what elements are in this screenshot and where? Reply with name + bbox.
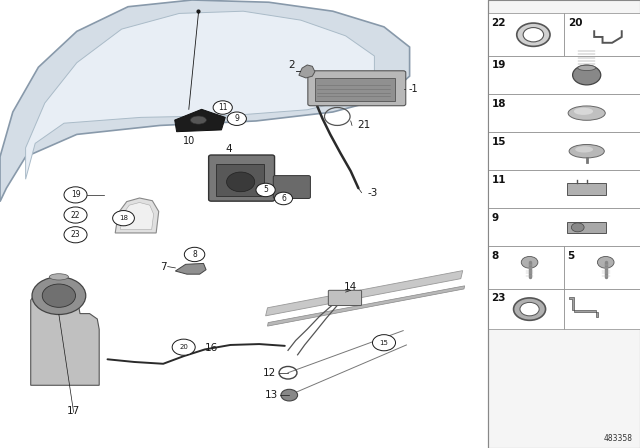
Text: 18: 18 [492, 99, 506, 108]
Bar [488, 289, 564, 329]
Text: 6: 6 [281, 194, 286, 203]
Bar [564, 289, 640, 329]
Circle shape [184, 247, 205, 262]
Bar [568, 183, 606, 194]
Circle shape [113, 211, 134, 226]
Text: -3: -3 [367, 188, 378, 198]
Ellipse shape [575, 146, 593, 152]
Circle shape [516, 23, 550, 47]
Ellipse shape [574, 108, 593, 115]
Bar [488, 246, 564, 289]
Text: 5: 5 [263, 185, 268, 194]
Polygon shape [0, 0, 410, 202]
Circle shape [256, 183, 275, 197]
Text: 21: 21 [357, 121, 371, 130]
Ellipse shape [578, 65, 596, 70]
Text: 14: 14 [344, 282, 357, 292]
Text: 8: 8 [192, 250, 197, 259]
Text: 23: 23 [492, 293, 506, 303]
Circle shape [213, 101, 232, 114]
Text: 7: 7 [160, 262, 166, 271]
Bar [315, 78, 395, 101]
Polygon shape [266, 271, 463, 316]
Circle shape [520, 302, 539, 316]
Bar [488, 13, 564, 56]
Bar [488, 94, 640, 132]
Bar [216, 164, 264, 196]
Circle shape [521, 256, 538, 268]
Bar [568, 221, 606, 233]
Circle shape [281, 389, 298, 401]
Text: 12: 12 [263, 368, 276, 378]
FancyBboxPatch shape [328, 290, 362, 306]
Bar [564, 13, 640, 56]
Circle shape [42, 284, 76, 307]
Circle shape [32, 277, 86, 314]
Polygon shape [569, 297, 598, 317]
Polygon shape [175, 263, 206, 274]
Circle shape [64, 187, 87, 203]
Polygon shape [120, 202, 154, 229]
Bar [488, 0, 640, 448]
Circle shape [597, 256, 614, 268]
Bar [564, 246, 640, 289]
FancyBboxPatch shape [273, 176, 310, 198]
Text: 11: 11 [492, 175, 506, 185]
Text: 22: 22 [71, 211, 80, 220]
Text: 2: 2 [288, 60, 294, 69]
Text: 18: 18 [119, 215, 128, 221]
Text: 4: 4 [225, 144, 232, 154]
Circle shape [227, 112, 246, 125]
Text: 483358: 483358 [604, 434, 632, 443]
Text: 23: 23 [70, 230, 81, 239]
Text: 5: 5 [568, 251, 575, 261]
Bar [488, 170, 640, 208]
Polygon shape [26, 11, 374, 179]
Polygon shape [175, 109, 225, 132]
Polygon shape [115, 198, 159, 233]
Ellipse shape [191, 116, 206, 124]
Polygon shape [268, 286, 465, 326]
Ellipse shape [49, 274, 68, 280]
Text: 15: 15 [380, 340, 388, 346]
Circle shape [275, 192, 292, 205]
Text: 13: 13 [264, 390, 278, 400]
Text: 15: 15 [492, 137, 506, 146]
FancyBboxPatch shape [308, 71, 406, 106]
Bar [488, 56, 640, 94]
Text: 20: 20 [179, 344, 188, 350]
Ellipse shape [569, 144, 604, 158]
Circle shape [64, 227, 87, 243]
Circle shape [227, 172, 255, 192]
Text: 20: 20 [568, 18, 582, 28]
Text: 19: 19 [70, 190, 81, 199]
Text: 9: 9 [234, 114, 239, 123]
Circle shape [513, 298, 545, 320]
Polygon shape [31, 283, 99, 385]
Text: 19: 19 [492, 60, 506, 70]
Ellipse shape [568, 106, 605, 120]
FancyBboxPatch shape [209, 155, 275, 201]
Text: 9: 9 [492, 213, 499, 223]
Text: 8: 8 [492, 251, 499, 261]
Circle shape [372, 335, 396, 351]
Circle shape [573, 65, 601, 85]
Text: -1: -1 [408, 84, 418, 94]
Circle shape [64, 207, 87, 223]
Text: 10: 10 [182, 136, 195, 146]
Text: 17: 17 [67, 406, 80, 416]
Circle shape [572, 223, 584, 232]
Text: 11: 11 [218, 103, 227, 112]
Bar [488, 208, 640, 246]
Circle shape [523, 28, 543, 42]
Text: 22: 22 [492, 18, 506, 28]
Text: 16: 16 [205, 343, 218, 353]
Circle shape [172, 339, 195, 355]
Polygon shape [299, 65, 315, 78]
Bar [488, 132, 640, 170]
